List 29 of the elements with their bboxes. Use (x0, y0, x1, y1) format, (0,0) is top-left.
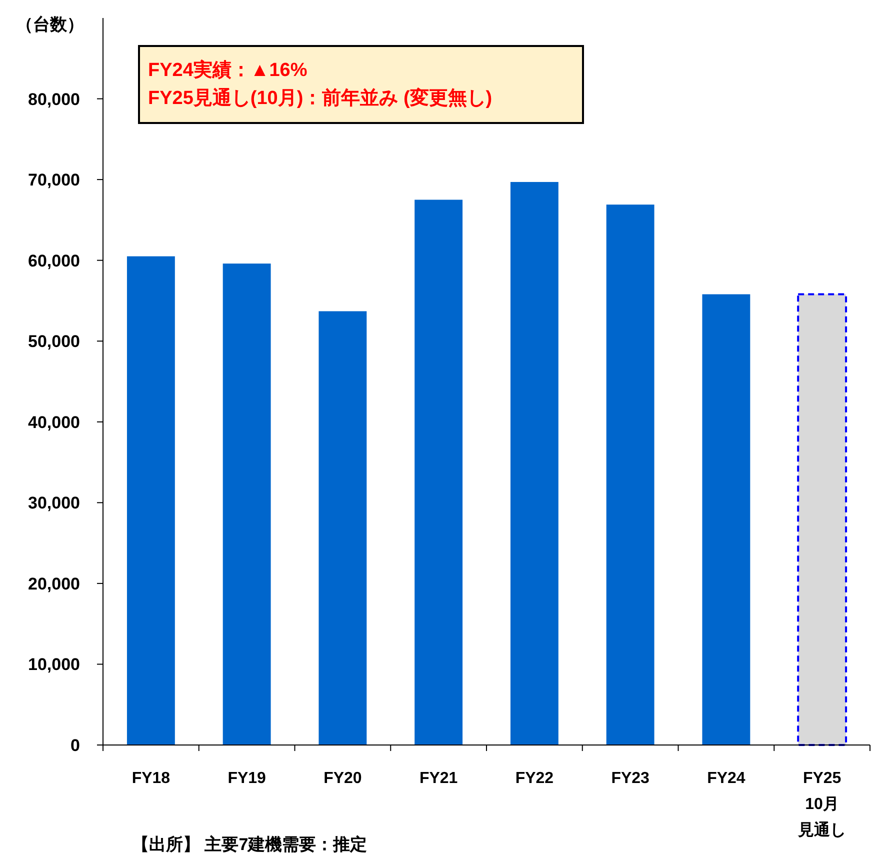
y-axis-title: （台数） (16, 15, 84, 34)
y-tick-label: 10,000 (28, 655, 80, 674)
annotation: FY24実績：▲16% (148, 59, 308, 81)
x-tick-label: FY23 (611, 770, 650, 787)
x-tick-label: FY19 (228, 770, 266, 787)
x-tick-label: FY22 (515, 770, 554, 787)
bar (222, 264, 271, 745)
y-tick-label: 80,000 (28, 90, 80, 109)
annotation: FY25見通し(10月)：前年並み (変更無し) (148, 87, 492, 109)
y-tick-label: 30,000 (28, 494, 80, 513)
x-tick-label: FY25 10月見通し (797, 770, 846, 839)
x-tick-label: FY20 (324, 770, 362, 787)
x-tick-label: FY18 (132, 770, 170, 787)
bar (606, 204, 654, 745)
bar (318, 311, 367, 745)
y-tick-label: 70,000 (28, 170, 80, 190)
bar (797, 293, 848, 746)
y-tick-label: 50,000 (28, 332, 80, 352)
x-tick-label: FY24 (707, 770, 746, 787)
y-tick-label: 20,000 (28, 574, 80, 594)
y-tick-label: 40,000 (28, 412, 80, 432)
y-tick-label: 60,000 (28, 251, 80, 270)
bar (702, 294, 750, 745)
text: 【出所】 主要7建機需要：推定 (132, 835, 368, 854)
y-tick-label: 0 (70, 736, 80, 755)
bar (126, 256, 175, 745)
bar (414, 200, 463, 745)
x-tick-label: FY21 (419, 770, 458, 787)
bar (510, 182, 558, 745)
